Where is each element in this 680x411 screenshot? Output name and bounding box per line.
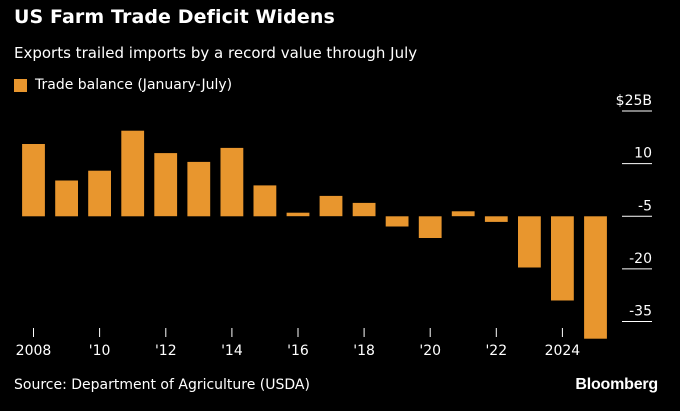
brand-logo: Bloomberg (575, 376, 658, 393)
bar-2011 (121, 130, 145, 217)
bar-2012 (154, 153, 178, 217)
bar-2017 (319, 195, 343, 217)
x-tick-label: 2024 (545, 343, 581, 359)
legend-label: Trade balance (January-July) (35, 77, 233, 93)
x-tick-label: 2008 (16, 343, 52, 359)
y-tick-label: $25B (616, 93, 652, 109)
bar-2010 (88, 170, 111, 217)
x-tick-label: '22 (485, 343, 507, 359)
x-tick-label: '14 (221, 343, 243, 359)
y-tick-label: -5 (638, 198, 652, 214)
legend-swatch (14, 78, 27, 92)
bar-2023 (518, 216, 541, 268)
source-note: Source: Department of Agriculture (USDA) (14, 377, 310, 393)
bar-2018 (352, 202, 376, 217)
bar-2021 (451, 211, 475, 217)
bar-2022 (484, 216, 508, 222)
bar-2020 (418, 216, 442, 238)
bar-2016 (286, 212, 310, 217)
bar-2019 (385, 216, 409, 227)
y-tick-label: 10 (634, 146, 652, 162)
bar-2024 (551, 216, 574, 301)
bar-2015 (253, 185, 277, 217)
bar-2009 (55, 180, 78, 217)
y-tick-label: -20 (629, 251, 652, 267)
bar-2025 (584, 216, 607, 339)
x-tick-label: '20 (419, 343, 441, 359)
x-tick-label: '10 (89, 343, 111, 359)
chart-subtitle: Exports trailed imports by a record valu… (14, 44, 418, 62)
x-tick-label: '18 (353, 343, 375, 359)
chart-title: US Farm Trade Deficit Widens (14, 6, 335, 28)
bar-2014 (220, 147, 244, 217)
x-tick-label: '12 (155, 343, 177, 359)
bar-2013 (187, 161, 211, 217)
x-tick-label: '16 (287, 343, 309, 359)
legend: Trade balance (January-July) (14, 77, 232, 93)
bar-2008 (22, 144, 45, 217)
y-tick-label: -35 (629, 304, 652, 320)
